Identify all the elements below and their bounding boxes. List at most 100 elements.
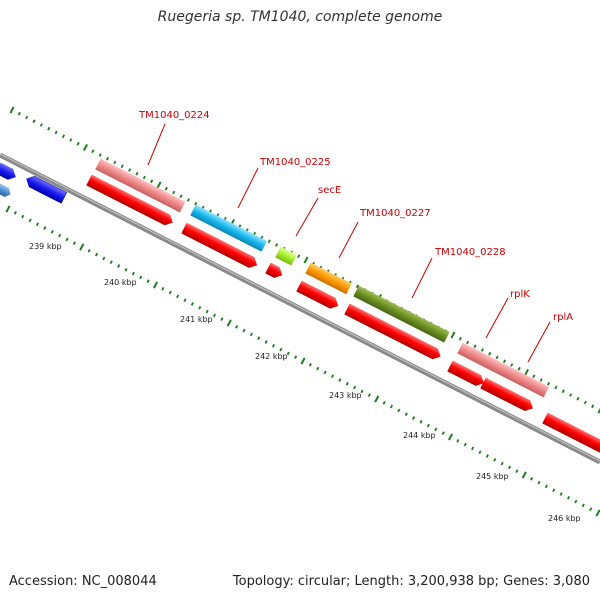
gene-label-rplk[interactable]: rplK (510, 289, 530, 300)
gene-feature-tm1040-0224[interactable] (95, 158, 186, 213)
scale-label-239kbp: 239 kbp (29, 242, 62, 251)
scale-label-242kbp: 242 kbp (255, 352, 288, 361)
outer-minor-tick (458, 336, 462, 341)
gene-feature-tm1040-0228[interactable] (353, 285, 450, 343)
outer-minor-tick (510, 363, 514, 367)
inner-minor-tick (35, 222, 40, 227)
outer-major-tick (450, 331, 456, 339)
inner-minor-tick (566, 495, 571, 500)
cds-feature-next[interactable] (542, 412, 600, 463)
outer-minor-tick (106, 156, 110, 161)
outer-minor-tick (76, 141, 80, 146)
scale-label-243kbp: 243 kbp (329, 391, 362, 400)
inner-minor-tick (220, 317, 224, 322)
outer-minor-tick (355, 284, 359, 289)
inner-minor-tick (404, 412, 408, 417)
gene-feature-rplk[interactable] (457, 342, 550, 398)
gene-feature-blue-left[interactable] (0, 162, 19, 183)
inner-minor-tick (94, 252, 99, 257)
gene-label-rpla[interactable]: rplA (553, 312, 573, 323)
inner-minor-tick (419, 419, 423, 424)
inner-minor-tick (43, 226, 47, 230)
scale-label-241kbp: 241 kbp (180, 315, 213, 324)
callout-line-rpla (527, 321, 551, 363)
inner-minor-tick (530, 476, 534, 481)
outer-minor-tick (583, 400, 587, 405)
gene-feature-tm1040-0225[interactable] (190, 204, 268, 252)
inner-minor-tick (65, 237, 69, 242)
inner-major-tick (79, 243, 85, 251)
gene-label-sece[interactable]: secE (318, 185, 341, 196)
inner-minor-tick (552, 488, 556, 493)
gene-feature-blue[interactable] (24, 174, 68, 204)
outer-minor-tick (142, 175, 146, 180)
callout-line-tm1040-0224 (147, 123, 166, 166)
outer-major-tick (524, 368, 529, 377)
outer-minor-tick (194, 201, 198, 206)
outer-minor-tick (502, 359, 506, 364)
gene-feature-steel-left[interactable] (0, 183, 13, 199)
inner-minor-tick (102, 256, 106, 261)
map-title: Ruegeria sp. TM1040, complete genome (157, 9, 443, 25)
inner-minor-tick (308, 362, 312, 367)
outer-minor-tick (466, 340, 470, 345)
cds-feature-tm1040-0228[interactable] (344, 303, 443, 362)
outer-major-tick (597, 407, 600, 414)
outer-minor-tick (561, 389, 565, 394)
inner-minor-tick (471, 446, 475, 451)
cds-feature-tm1040-0225[interactable] (181, 222, 260, 271)
callout-line-tm1040-0227 (338, 221, 359, 259)
cds-feature-tm1040-0224[interactable] (86, 174, 175, 228)
outer-minor-tick (91, 149, 95, 154)
inner-minor-tick (463, 442, 467, 447)
outer-minor-tick (113, 160, 117, 165)
callout-line-sece (295, 197, 319, 237)
outer-tick-row (9, 106, 600, 414)
gene-label-tm1040-0228[interactable]: TM1040_0228 (434, 247, 506, 258)
outer-minor-tick (591, 404, 595, 409)
inner-tick-row (5, 205, 600, 517)
inner-minor-tick (389, 404, 394, 409)
inner-minor-tick (161, 286, 165, 291)
callout-line-tm1040-0225 (237, 167, 259, 209)
inner-minor-tick (264, 340, 268, 344)
gene-label-tm1040-0225[interactable]: TM1040_0225 (259, 157, 331, 168)
gene-features (0, 158, 600, 463)
inner-minor-tick (360, 389, 364, 394)
outer-minor-tick (297, 254, 301, 259)
gene-label-tm1040-0227[interactable]: TM1040_0227 (359, 208, 431, 219)
genome-backbone-highlight (0, 153, 600, 462)
inner-minor-tick (58, 233, 62, 238)
cds-feature-rpla[interactable] (480, 377, 535, 414)
inner-minor-tick (242, 328, 246, 333)
inner-minor-tick (493, 457, 497, 462)
inner-minor-tick (235, 324, 239, 329)
cds-feature-rplk[interactable] (447, 360, 486, 389)
inner-minor-tick (485, 454, 489, 458)
inner-minor-tick (294, 355, 298, 360)
scale-label-244kbp: 244 kbp (403, 431, 436, 440)
inner-minor-tick (28, 218, 32, 223)
inner-minor-tick (205, 309, 209, 314)
outer-major-tick (83, 143, 88, 152)
inner-minor-tick (212, 313, 217, 318)
inner-minor-tick (397, 408, 401, 413)
inner-major-tick (300, 357, 306, 365)
outer-minor-tick (32, 119, 36, 124)
outer-minor-tick (69, 138, 73, 142)
inner-minor-tick (50, 229, 54, 234)
cds-feature-tm1040-0227[interactable] (296, 280, 341, 312)
gene-label-tm1040-0224[interactable]: TM1040_0224 (138, 110, 210, 121)
outer-minor-tick (128, 168, 132, 172)
outer-minor-tick (25, 115, 29, 120)
gene-feature-sece[interactable] (275, 246, 297, 266)
gene-label-callouts (147, 123, 551, 363)
gene-feature-tm1040-0227[interactable] (305, 262, 352, 295)
inner-minor-tick (190, 302, 194, 306)
cds-feature-sece[interactable] (265, 262, 285, 281)
outer-minor-tick (164, 186, 168, 191)
genome-summary-text: Topology: circular; Length: 3,200,938 bp… (232, 574, 590, 589)
inner-minor-tick (109, 260, 113, 265)
genome-backbone (0, 152, 600, 465)
